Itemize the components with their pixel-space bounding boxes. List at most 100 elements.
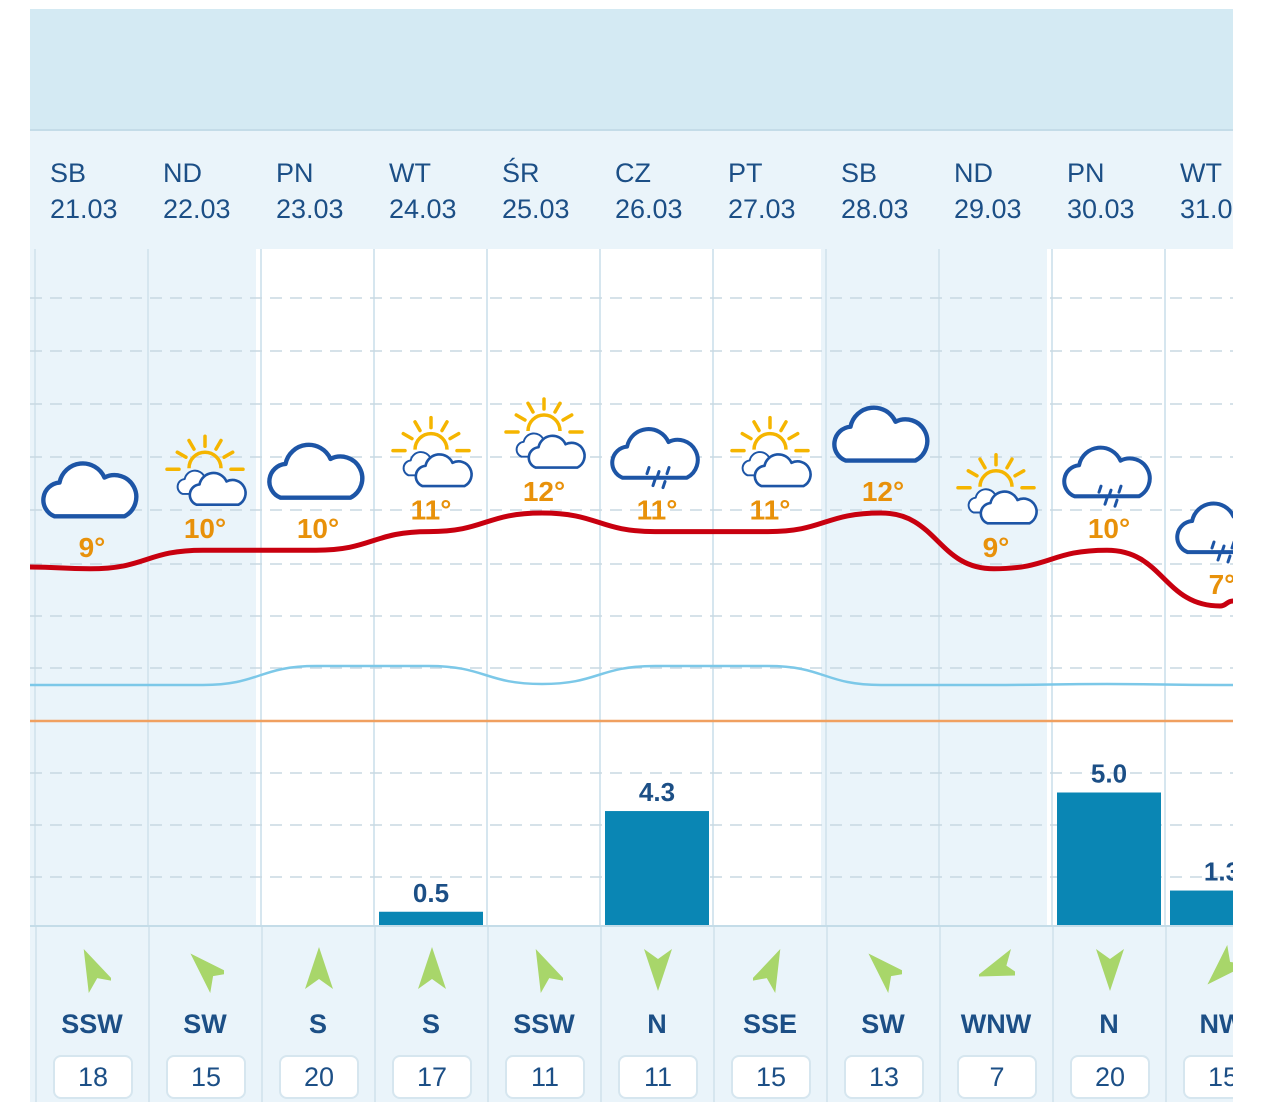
- wind-direction: S: [308, 1009, 327, 1039]
- wind-speed: 15: [731, 1055, 811, 1099]
- sun-clouds-icon: [730, 415, 812, 488]
- day-date: 21.03: [50, 194, 118, 224]
- precip-bar: [605, 811, 709, 925]
- wind-arrow-icon: [1207, 945, 1233, 985]
- day-header: SB 21.03: [30, 155, 143, 227]
- day-date: 24.03: [389, 194, 457, 224]
- wind-speed: 17: [392, 1055, 472, 1099]
- day-column-bg: [821, 249, 934, 925]
- day-name: ŚR: [502, 158, 540, 188]
- day-header: WT 31.03: [1160, 155, 1233, 227]
- day-name: SB: [50, 158, 87, 188]
- wind-direction: S: [421, 1009, 440, 1039]
- cloud-icon: [832, 405, 930, 463]
- day-date: 23.03: [276, 194, 344, 224]
- day-column-bg: [708, 249, 821, 925]
- day-name: SB: [841, 158, 878, 188]
- day-column-bg: [934, 249, 1047, 925]
- wind-cell: SW 15: [148, 927, 261, 1102]
- day-date: 25.03: [502, 194, 570, 224]
- day-name: ND: [163, 158, 202, 188]
- day-column-bg: [482, 249, 595, 925]
- wind-speed: 20: [279, 1055, 359, 1099]
- temp-label: 9°: [79, 532, 106, 563]
- wind-arrow-icon: [979, 949, 1015, 977]
- precip-bar: [379, 911, 483, 925]
- day-header: ND 29.03: [934, 155, 1047, 227]
- wind-arrow-icon: [868, 953, 902, 993]
- wind-cell: NW 15: [1165, 927, 1233, 1102]
- wind-cell: SSW 18: [35, 927, 148, 1102]
- day-header: ŚR 25.03: [482, 155, 595, 227]
- day-header: WT 24.03: [369, 155, 482, 227]
- day-date: 29.03: [954, 194, 1022, 224]
- wind-arrow-icon: [535, 949, 563, 993]
- day-header: PT 27.03: [708, 155, 821, 227]
- wind-speed: 11: [618, 1055, 698, 1099]
- day-date: 26.03: [615, 194, 683, 224]
- temp-min-line: [30, 664, 1233, 687]
- temp-label: 11°: [411, 495, 452, 526]
- temp-max-line: [30, 510, 1233, 609]
- wind-arrow-icon: [190, 953, 224, 993]
- temp-label: 10°: [184, 513, 226, 544]
- sun-clouds-icon: [391, 415, 473, 488]
- sun-clouds-icon: [504, 397, 586, 469]
- wind-direction: N: [647, 1009, 667, 1039]
- wind-direction: SSE: [742, 1009, 798, 1039]
- wind-speed: 20: [1070, 1055, 1150, 1099]
- wind-direction: WNW: [960, 1009, 1032, 1039]
- day-header: PN 23.03: [256, 155, 369, 227]
- cloud-icon: [267, 442, 365, 500]
- day-date: 31.03: [1180, 194, 1233, 224]
- wind-arrow-icon: [83, 949, 111, 993]
- cloud-rain-icon: [1175, 501, 1233, 564]
- wind-speed: 13: [844, 1055, 924, 1099]
- cloud-rain-icon: [1062, 445, 1152, 508]
- cloud-icon: [41, 461, 139, 519]
- precip-bar: [1170, 890, 1233, 925]
- wind-cell: SSE 15: [713, 927, 826, 1102]
- temp-label: 11°: [637, 495, 678, 526]
- precip-value: 5.0: [1091, 759, 1127, 789]
- wind-direction: SW: [861, 1009, 905, 1039]
- day-column-bg: [30, 249, 143, 925]
- temp-label: 10°: [1088, 513, 1130, 544]
- wind-speed: 7: [957, 1055, 1037, 1099]
- wind-arrow-icon: [418, 947, 446, 989]
- day-name: CZ: [615, 158, 651, 188]
- day-header: SB 28.03: [821, 155, 934, 227]
- wind-direction: SW: [183, 1009, 227, 1039]
- wind-cell: N 11: [600, 927, 713, 1102]
- wind-direction: NW: [1199, 1009, 1234, 1039]
- day-column-bg: [369, 249, 482, 925]
- day-header: ND 22.03: [143, 155, 256, 227]
- wind-arrow-icon: [1096, 949, 1124, 991]
- weather-forecast-widget: SB 21.03 ND 22.03 PN 23.03 WT 24.03 ŚR 25.03 CZ 26.…: [30, 9, 1233, 1102]
- cloud-rain-icon: [610, 427, 700, 490]
- temp-label: 12°: [862, 476, 904, 507]
- wind-cell: WNW 7: [939, 927, 1052, 1102]
- precip-value: 1.3: [1204, 857, 1233, 887]
- day-name: PN: [276, 158, 314, 188]
- wind-direction: N: [1099, 1009, 1119, 1039]
- wind-arrow-icon: [753, 949, 781, 993]
- forecast-chart-area: 0.5 4.3 5.0 1.3 9° 10° 10° 11° 12° 11° 11° 12° 9° 10°…: [30, 249, 1233, 925]
- day-name: WT: [1180, 158, 1222, 188]
- precip-bar: [1057, 792, 1161, 925]
- wind-cell: SSW 11: [487, 927, 600, 1102]
- wind-direction: SSW: [61, 1009, 123, 1039]
- day-name: ND: [954, 158, 993, 188]
- wind-cell: SW 13: [826, 927, 939, 1102]
- day-header: CZ 26.03: [595, 155, 708, 227]
- wind-speed: 18: [53, 1055, 133, 1099]
- day-name: WT: [389, 158, 431, 188]
- wind-arrow-icon: [305, 947, 333, 989]
- wind-speed: 15: [1183, 1055, 1233, 1099]
- temp-label: 7°: [1209, 569, 1233, 600]
- wind-cell: S 17: [374, 927, 487, 1102]
- temp-label: 12°: [523, 476, 565, 507]
- days-header: SB 21.03 ND 22.03 PN 23.03 WT 24.03 ŚR 25.03 CZ 26.…: [30, 131, 1233, 249]
- wind-row: SSW 18 SW 15 S 20 S 17 SSW 11 N 11 SSE 15 SW 13 WNW 7 N 20 N…: [30, 925, 1233, 1102]
- day-date: 27.03: [728, 194, 796, 224]
